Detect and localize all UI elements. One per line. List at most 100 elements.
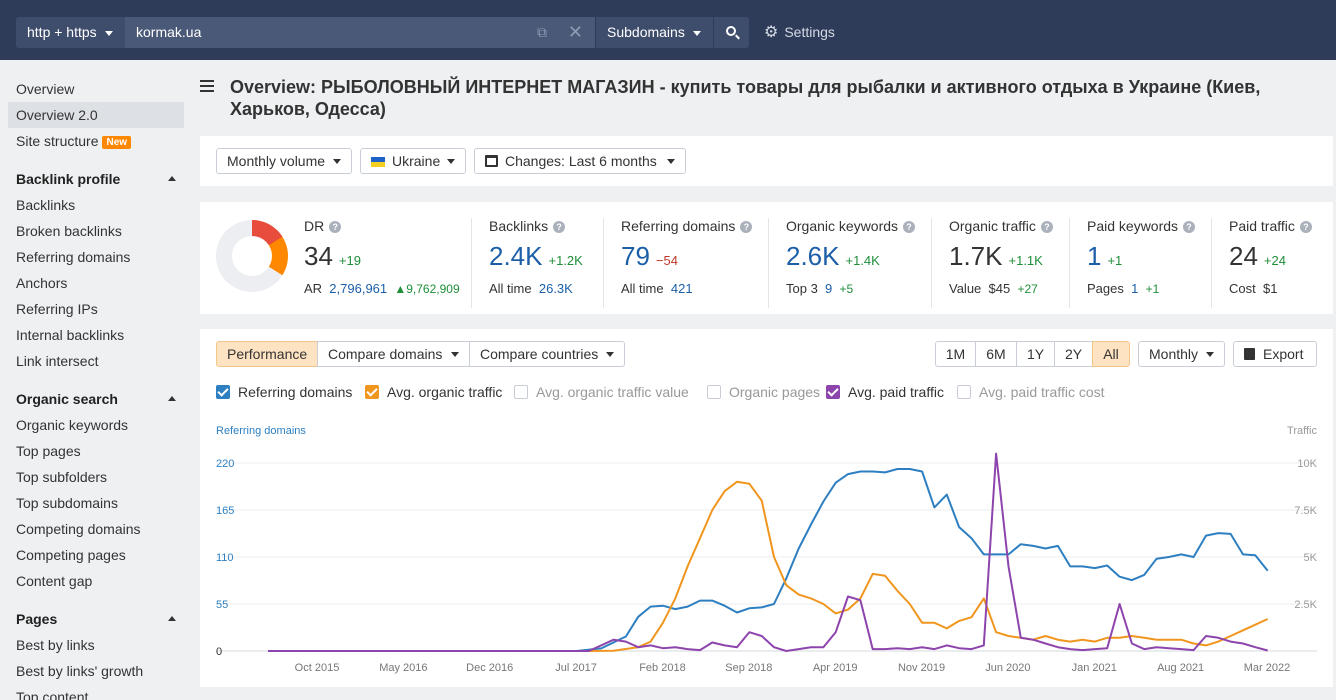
download-icon: [1244, 348, 1255, 360]
changes-select[interactable]: Changes: Last 6 months: [474, 148, 686, 174]
tab-label: Compare countries: [480, 346, 599, 362]
tab-compare-countries[interactable]: Compare countries: [469, 341, 625, 367]
legend-item-avg-organic-traffic[interactable]: Avg. organic traffic: [365, 384, 502, 400]
tab-label: Compare domains: [328, 346, 443, 362]
sidebar-item-overview[interactable]: Overview: [8, 76, 184, 102]
metric-value[interactable]: 2.4K: [489, 241, 543, 271]
sidebar-item-top-subfolders[interactable]: Top subfolders: [8, 464, 184, 490]
dr-gauge: [216, 220, 288, 292]
help-icon[interactable]: ?: [740, 221, 753, 233]
sidebar-item-anchors[interactable]: Anchors: [8, 270, 184, 296]
legend-item-avg-paid-traffic-cost[interactable]: Avg. paid traffic cost: [957, 384, 1105, 400]
metric-label: Organic traffic: [949, 218, 1036, 234]
sidebar-item-link-intersect[interactable]: Link intersect: [8, 348, 184, 374]
sidebar-item-competing-domains[interactable]: Competing domains: [8, 516, 184, 542]
menu-icon[interactable]: [200, 80, 214, 92]
metric-sub-value: $45: [988, 281, 1011, 296]
sidebar-item-site-structure[interactable]: Site structure New: [8, 128, 184, 154]
volume-label: Monthly volume: [227, 153, 326, 169]
metric-value[interactable]: 2.6K: [786, 241, 840, 271]
x-tick-label: Apr 2019: [813, 662, 858, 674]
tab-performance[interactable]: Performance: [216, 341, 318, 367]
section-pages[interactable]: Pages: [16, 606, 184, 632]
metric-delta: −54: [655, 253, 678, 268]
sidebar-item-broken-backlinks[interactable]: Broken backlinks: [8, 218, 184, 244]
sidebar-item-best-by-links[interactable]: Best by links: [8, 632, 184, 658]
help-icon[interactable]: ?: [903, 221, 916, 233]
metric-sub-value[interactable]: 2,796,961: [329, 281, 388, 296]
left-tick-label: 0: [216, 646, 222, 658]
chevron-down-icon: [451, 352, 459, 357]
checkbox-icon[interactable]: [365, 385, 379, 399]
section-organic-search[interactable]: Organic search: [16, 386, 184, 412]
sidebar: Overview Overview 2.0 Site structure New …: [0, 60, 192, 700]
sidebar-item-organic-keywords[interactable]: Organic keywords: [8, 412, 184, 438]
x-tick-label: Sep 2018: [725, 662, 772, 674]
checkbox-icon[interactable]: [707, 385, 721, 399]
sidebar-item-internal-backlinks[interactable]: Internal backlinks: [8, 322, 184, 348]
metric-delta: +24: [1263, 253, 1286, 268]
help-icon[interactable]: ?: [553, 221, 566, 233]
sidebar-item-overview-2[interactable]: Overview 2.0: [8, 102, 184, 128]
metric-value[interactable]: 79: [621, 241, 650, 271]
series-line-avg-paid-traffic: [268, 452, 1268, 652]
range-2y[interactable]: 2Y: [1054, 341, 1093, 367]
legend-item-avg-paid-traffic[interactable]: Avg. paid traffic: [826, 384, 944, 400]
legend-item-referring-domains[interactable]: Referring domains: [216, 384, 352, 400]
x-tick-label: Mar 2022: [1244, 662, 1290, 674]
sidebar-item-top-content[interactable]: Top content: [8, 684, 184, 700]
settings-button[interactable]: ⚙ Settings: [764, 17, 835, 48]
protocol-select[interactable]: http + https: [16, 17, 125, 48]
sidebar-item-top-pages[interactable]: Top pages: [8, 438, 184, 464]
range-1m[interactable]: 1M: [935, 341, 976, 367]
search-button[interactable]: [713, 17, 749, 48]
metric-dr: DR? 34 +19 AR 2,796,961 ▲9,762,909: [304, 218, 469, 308]
external-link-icon[interactable]: ⧉: [537, 24, 547, 40]
interval-select[interactable]: Monthly: [1138, 341, 1225, 367]
sidebar-item-content-gap[interactable]: Content gap: [8, 568, 184, 594]
metric-sub-value[interactable]: 9: [825, 281, 833, 296]
help-icon[interactable]: ?: [1040, 221, 1053, 233]
sidebar-item-label: Top pages: [16, 443, 81, 459]
metric-sub-value[interactable]: 1: [1131, 281, 1139, 296]
country-select[interactable]: Ukraine: [360, 148, 466, 174]
range-6m[interactable]: 6M: [975, 341, 1017, 367]
export-button[interactable]: Export: [1233, 341, 1317, 367]
help-icon[interactable]: ?: [329, 221, 342, 233]
url-value: kormak.ua: [136, 24, 202, 40]
legend-item-organic-pages[interactable]: Organic pages: [707, 384, 820, 400]
metric-sub-value[interactable]: 421: [670, 281, 693, 296]
sidebar-item-top-subdomains[interactable]: Top subdomains: [8, 490, 184, 516]
changes-label: Changes: Last 6 months: [505, 153, 657, 169]
metric-sub-value[interactable]: 26.3K: [538, 281, 573, 296]
sidebar-item-referring-domains[interactable]: Referring domains: [8, 244, 184, 270]
range-label: 1Y: [1026, 346, 1045, 362]
tab-compare-domains[interactable]: Compare domains: [317, 341, 470, 367]
sidebar-item-best-by-links-growth[interactable]: Best by links' growth: [8, 658, 184, 684]
url-input[interactable]: kormak.ua ⧉ ✕: [125, 17, 595, 48]
range-1y[interactable]: 1Y: [1016, 341, 1055, 367]
range-all[interactable]: All: [1092, 341, 1130, 367]
metric-value[interactable]: 1: [1087, 241, 1102, 271]
sidebar-item-referring-ips[interactable]: Referring IPs: [8, 296, 184, 322]
legend-label: Avg. organic traffic: [387, 384, 503, 400]
sidebar-item-competing-pages[interactable]: Competing pages: [8, 542, 184, 568]
mode-select[interactable]: Subdomains: [596, 17, 713, 48]
checkbox-icon[interactable]: [957, 385, 971, 399]
sidebar-item-backlinks[interactable]: Backlinks: [8, 192, 184, 218]
sidebar-item-label: Competing pages: [16, 547, 126, 563]
legend-item-avg-organic-traffic-value[interactable]: Avg. organic traffic value: [514, 384, 689, 400]
metric-organic-traffic: Organic traffic? 1.7K +1.1K Value $45 +27: [931, 218, 1069, 308]
help-icon[interactable]: ?: [1183, 221, 1196, 233]
checkbox-icon[interactable]: [826, 385, 840, 399]
range-label: All: [1103, 346, 1119, 362]
clear-icon[interactable]: ✕: [567, 22, 583, 42]
left-axis-title: Referring domains: [216, 425, 306, 437]
new-badge: New: [102, 136, 132, 149]
checkbox-icon[interactable]: [514, 385, 528, 399]
help-icon[interactable]: ?: [1299, 221, 1312, 233]
volume-select[interactable]: Monthly volume: [216, 148, 352, 174]
metric-label: Organic keywords: [786, 218, 899, 234]
section-backlink-profile[interactable]: Backlink profile: [16, 166, 184, 192]
checkbox-icon[interactable]: [216, 385, 230, 399]
